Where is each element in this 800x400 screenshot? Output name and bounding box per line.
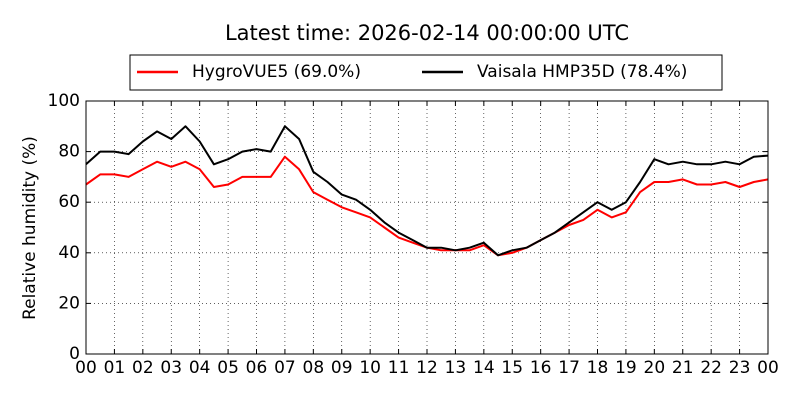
x-tick-label: 09 [331,358,353,378]
x-tick-label: 14 [473,358,495,378]
legend-box [129,54,723,91]
x-tick-label: 23 [729,358,751,378]
y-tick-label: 20 [58,293,80,313]
x-tick-label: 17 [558,358,580,378]
y-tick-label: 0 [69,344,80,364]
y-tick-label: 60 [58,192,80,212]
x-tick-label: 13 [445,358,467,378]
legend-label: Vaisala HMP35D (78.4%) [477,62,687,82]
x-tick-label: 21 [672,358,694,378]
x-tick-label: 07 [274,358,296,378]
x-tick-label: 16 [530,358,552,378]
x-tick-label: 18 [587,358,609,378]
y-tick-label: 100 [48,91,80,111]
x-tick-label: 22 [700,358,722,378]
x-tick-label: 04 [189,358,211,378]
x-tick-label: 00 [757,358,779,378]
x-tick-label: 06 [246,358,268,378]
x-tick-label: 01 [104,358,126,378]
y-axis-label: Relative humidity (%) [20,136,40,320]
x-tick-label: 03 [160,358,182,378]
x-tick-label: 19 [615,358,637,378]
x-tick-label: 05 [217,358,239,378]
x-tick-label: 11 [388,358,410,378]
x-tick-label: 15 [501,358,523,378]
x-tick-label: 02 [132,358,154,378]
legend-label: HygroVUE5 (69.0%) [192,62,361,82]
y-tick-label: 40 [58,243,80,263]
x-tick-label: 08 [303,358,325,378]
x-tick-label: 00 [75,358,97,378]
chart-title: Latest time: 2026-02-14 00:00:00 UTC [225,21,629,45]
y-tick-label: 80 [58,142,80,162]
x-tick-label: 12 [416,358,438,378]
x-tick-label: 10 [359,358,381,378]
x-tick-label: 20 [644,358,666,378]
plot-frame [85,100,769,355]
data-line [85,125,769,257]
